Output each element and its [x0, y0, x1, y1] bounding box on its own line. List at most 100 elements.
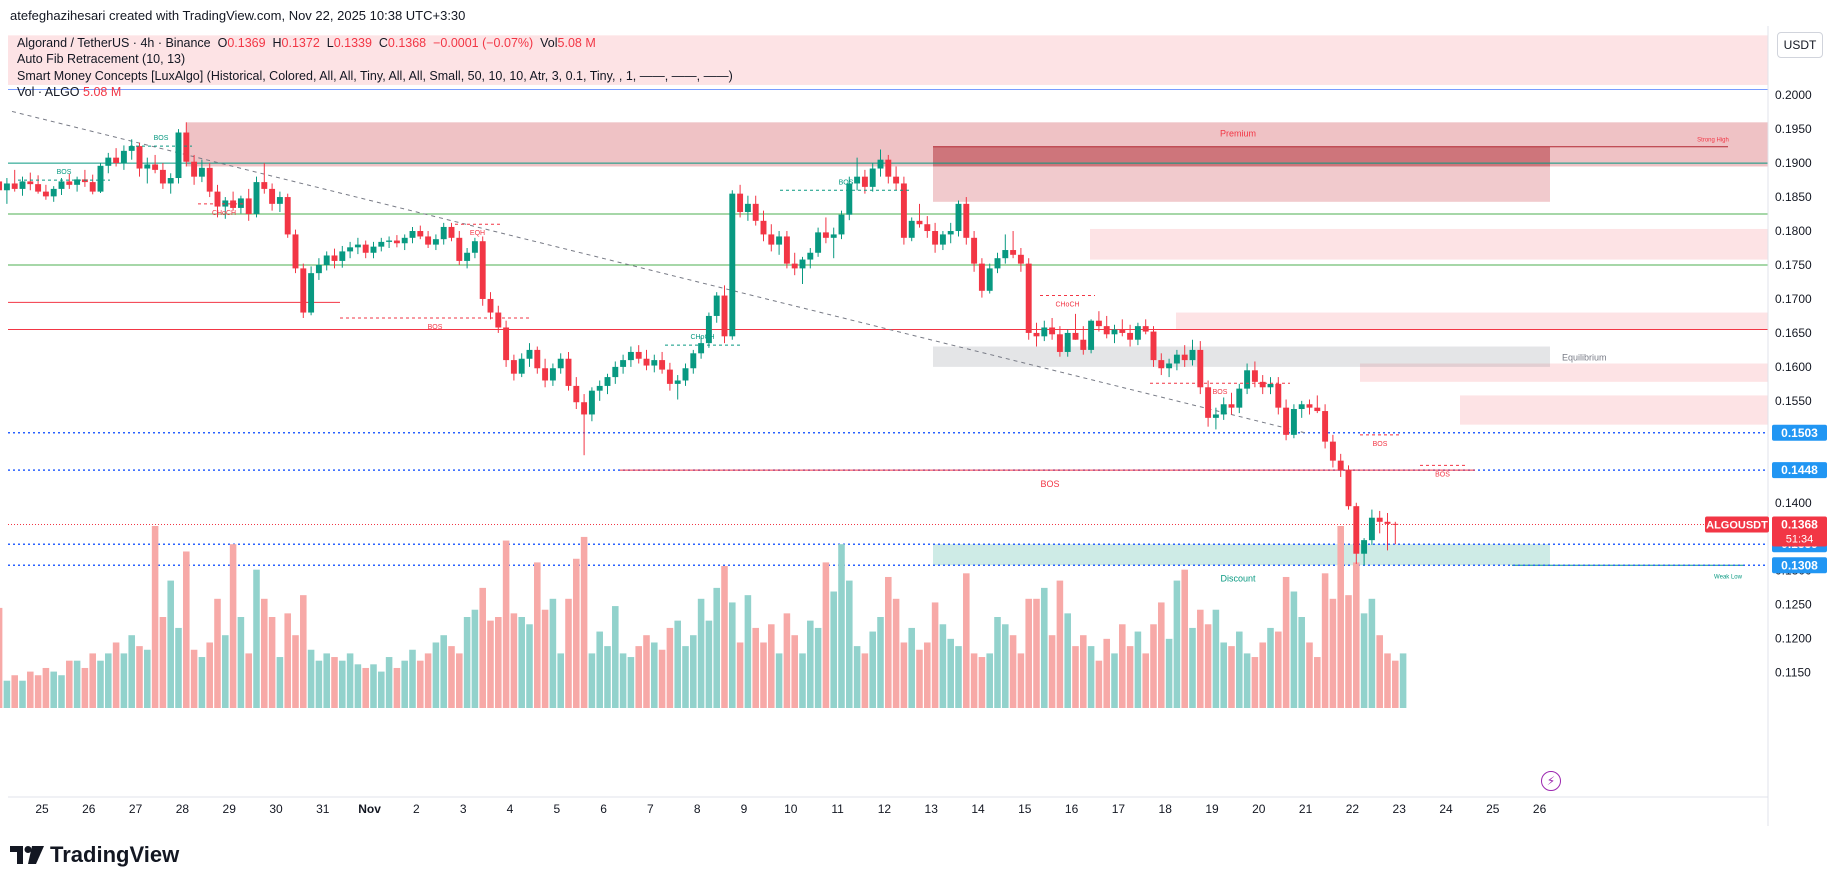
- volume-bar: [495, 617, 502, 708]
- candle-body: [417, 231, 424, 237]
- volume-bar: [705, 620, 713, 708]
- candle-body: [487, 298, 494, 313]
- candle-body: [705, 315, 712, 344]
- candle-body: [308, 273, 315, 313]
- candle-body: [588, 390, 595, 415]
- candle-body: [1134, 326, 1141, 340]
- candle-body: [1259, 381, 1266, 388]
- volume-bar: [838, 544, 845, 708]
- supply-zone-1: [1090, 228, 1768, 260]
- volume-bar: [1337, 526, 1344, 708]
- legend-c-value: 0.1368: [387, 36, 427, 50]
- vol-indicator-text: Vol · ALGO: [17, 85, 80, 99]
- volume-bar: [3, 680, 11, 708]
- candle-body: [362, 244, 369, 253]
- volume-bar: [1220, 642, 1227, 708]
- indicator-vol-label[interactable]: Vol · ALGO 5.08 M: [17, 85, 121, 99]
- x-tick-label: 29: [223, 802, 237, 816]
- volume-bar: [658, 649, 666, 708]
- candle-body: [690, 353, 697, 369]
- x-tick-label: 25: [1486, 802, 1500, 816]
- volume-bar: [268, 617, 276, 708]
- bos-main-label: BOS: [1040, 479, 1059, 489]
- volume-bar: [1002, 624, 1009, 708]
- vol-indicator-value: 5.08 M: [83, 85, 122, 99]
- candle-body: [448, 226, 455, 238]
- price-chart[interactable]: BOS BOS CHoCH EQH BOS CHoCH BOS CHoCH BOS BOS BOS B…: [0, 26, 1835, 826]
- volume-bar: [1165, 638, 1173, 708]
- volume-bar: [50, 671, 57, 708]
- candle-body: [19, 181, 26, 189]
- candle-body: [939, 234, 946, 245]
- volume-bar: [245, 653, 252, 708]
- volume-bar: [729, 602, 736, 708]
- chart-caption: atefeghazihesari created with TradingVie…: [10, 8, 466, 23]
- legend-l-label: L: [326, 36, 334, 50]
- candle-body: [573, 385, 580, 403]
- candle-body: [401, 237, 408, 244]
- volume-bar: [27, 671, 34, 708]
- legend-h-label: H: [272, 36, 282, 50]
- x-tick-label: 4: [507, 802, 514, 816]
- lightning-icon[interactable]: ⚡: [1541, 771, 1561, 791]
- volume-bar: [534, 562, 541, 708]
- candle-body: [292, 234, 299, 269]
- candle-body: [1314, 407, 1321, 412]
- candle-body: [713, 295, 720, 316]
- candle-body: [620, 360, 627, 367]
- indicator-smc-label[interactable]: Smart Money Concepts [LuxAlgo] (Historic…: [17, 69, 733, 83]
- volume-bar: [947, 638, 954, 708]
- volume-bar: [916, 649, 923, 708]
- candle-body: [432, 239, 439, 245]
- volume-bar: [807, 620, 814, 708]
- indicator-fib-label[interactable]: Auto Fib Retracement (10, 13): [17, 52, 185, 66]
- candle-body: [830, 234, 837, 238]
- volume-bar: [861, 653, 869, 708]
- volume-bar: [518, 617, 525, 708]
- volume-bar: [1126, 646, 1134, 708]
- volume-bar: [206, 642, 213, 708]
- structure-label: BOS: [57, 169, 72, 176]
- volume-bar: [222, 635, 229, 708]
- volume-bar: [1080, 635, 1087, 708]
- supply-zone-4: [1460, 395, 1768, 425]
- volume-bar: [1399, 653, 1407, 708]
- candle-body: [74, 179, 81, 185]
- candle-body: [284, 197, 291, 235]
- candle-body: [963, 203, 970, 238]
- volume-bar: [1064, 613, 1071, 708]
- volume-bar: [339, 660, 346, 708]
- legend-h-value: 0.1372: [281, 36, 320, 50]
- last-price-box: [1772, 516, 1827, 547]
- candle-body: [776, 236, 783, 245]
- candle-body: [393, 240, 400, 244]
- legend-backdrop: [8, 35, 1768, 85]
- candle-body: [986, 268, 993, 291]
- candle-body: [1392, 523, 1399, 525]
- candle-body: [214, 191, 221, 207]
- volume-bar: [1087, 646, 1095, 708]
- currency-selector[interactable]: USDT: [1777, 32, 1823, 58]
- legend-vol-label: Vol: [540, 36, 558, 50]
- candle-body: [105, 157, 112, 166]
- candle-body: [635, 351, 642, 359]
- volume-bar: [237, 617, 245, 708]
- candle-body: [1267, 383, 1274, 388]
- candle-body: [136, 146, 143, 169]
- volume-bar: [58, 675, 65, 708]
- indicator-smc-text: Smart Money Concepts [LuxAlgo] (Historic…: [17, 69, 733, 83]
- y-tick-label: 0.1250: [1775, 598, 1812, 612]
- volume-bar: [463, 617, 471, 708]
- volume-bar: [1314, 657, 1321, 708]
- legend-o-value: 0.1369: [227, 36, 266, 50]
- candle-body: [838, 214, 845, 235]
- candle-body: [760, 220, 767, 235]
- structure-label: CHoCH: [690, 334, 714, 341]
- candle-body: [1236, 388, 1243, 408]
- candle-body: [627, 351, 634, 361]
- volume-bars: [0, 526, 1407, 708]
- volume-bar: [1119, 624, 1126, 708]
- candle-body: [916, 220, 923, 225]
- equilibrium-label: Equilibrium: [1562, 353, 1607, 363]
- volume-bar: [1376, 635, 1383, 708]
